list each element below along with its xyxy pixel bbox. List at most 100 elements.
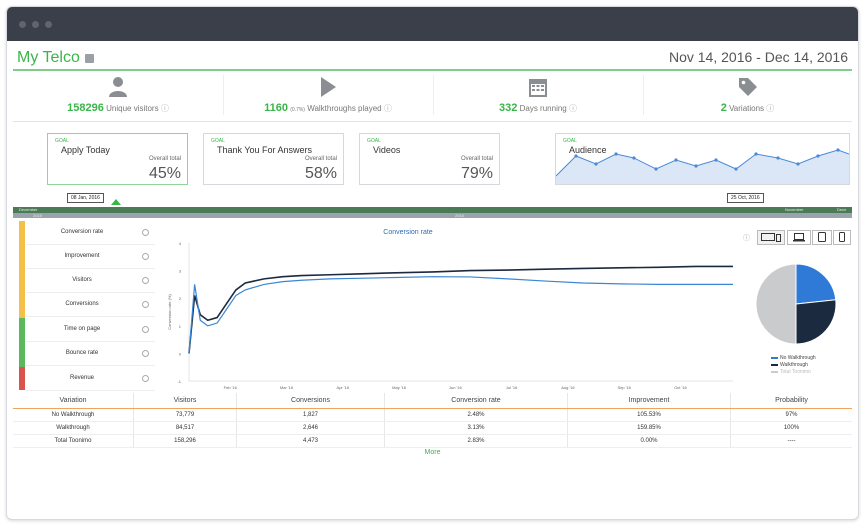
metric-visitors[interactable]: Visitors (26, 269, 155, 293)
variations-table: Variation Visitors Conversions Conversio… (13, 393, 852, 448)
pie-slice-walkthrough[interactable] (795, 299, 837, 345)
timeline-handle-icon[interactable] (111, 199, 121, 205)
table-cell: 97% (730, 408, 852, 422)
timeline-start-flag[interactable]: 08 Jan, 2016 (67, 193, 104, 203)
toggle-tablet[interactable] (812, 230, 832, 245)
goal-subtitle: Overall total (148, 156, 181, 162)
timeline-label: 2016 (455, 213, 464, 218)
timeline-label: 2015 (33, 213, 42, 218)
y-tick-label: 4 (179, 241, 182, 246)
stat-value: 158296 (67, 102, 104, 114)
goal-name: Thank You For Answers (217, 145, 313, 155)
phone-icon (839, 232, 845, 243)
pie-legend-total: Total Toonimo (771, 369, 811, 375)
desktop-icon (793, 232, 805, 242)
series-line-no-walkthrough (188, 276, 733, 354)
variation-pie-chart[interactable] (753, 261, 839, 347)
metric-bounce-rate[interactable]: Bounce rate (26, 342, 155, 366)
title-bar (7, 7, 858, 41)
category-roi (19, 367, 25, 390)
column-header: Visitors (133, 393, 237, 409)
timeline-track[interactable] (13, 207, 852, 213)
timeline-end-flag[interactable]: 25 Oct, 2016 (727, 193, 764, 203)
date-range[interactable]: Nov 14, 2016 - Dec 14, 2016 (668, 49, 848, 65)
goal-card-apply-today[interactable]: GOAL Apply Today Overall total 45% (47, 133, 188, 185)
table-row[interactable]: Walkthrough 84,517 2,646 3.13% 159.85% 100% (13, 421, 852, 435)
goal-value: 45% (148, 165, 181, 182)
timeline-scrubber[interactable]: December 2015 2016 November Dece (13, 205, 852, 219)
category-engagement (19, 318, 25, 367)
goal-card-audience[interactable]: GOAL Audience (555, 133, 850, 185)
timeline-label: November (785, 207, 804, 212)
metric-revenue[interactable]: Revenue (26, 367, 155, 391)
table-cell: 100% (730, 421, 852, 435)
conversion-line-chart[interactable]: 4 3 2 1 0 -1 Conversion rate (%) Feb '16 Mar '16… (161, 235, 741, 395)
column-header: Improvement (567, 393, 731, 409)
info-icon[interactable]: ⓘ (383, 104, 392, 113)
info-icon[interactable] (142, 229, 149, 236)
stat-unique-visitors: 158296 Unique visitors ⓘ (13, 71, 223, 121)
goal-tag: GOAL (367, 138, 381, 144)
stat-label: Unique visitors (106, 104, 159, 113)
table-cell: 2,646 (236, 421, 385, 435)
window-dot-close[interactable] (19, 21, 26, 28)
info-icon[interactable] (142, 375, 149, 382)
table-cell: 1,827 (236, 408, 385, 422)
metric-time-on-page[interactable]: Time on page (26, 318, 155, 342)
info-icon[interactable]: ⓘ (160, 104, 169, 113)
metric-conversion-rate[interactable]: Conversion rate (26, 221, 155, 245)
table-cell: 105.53% (567, 408, 731, 422)
stat-value: 2 (720, 102, 727, 114)
info-icon[interactable] (142, 326, 149, 333)
x-tick-label: May '16 (392, 385, 407, 390)
table-row[interactable]: Total Toonimo 158,296 4,473 2.83% 0.00% ---- (13, 434, 852, 448)
stat-label: Variations (729, 104, 765, 113)
table-cell: 2.48% (384, 408, 568, 422)
table-cell: 4,473 (236, 434, 385, 448)
toggle-phone[interactable] (833, 230, 851, 245)
x-tick-label: Jul '16 (506, 385, 518, 390)
toggle-all-devices[interactable] (757, 230, 785, 245)
stat-value: 1160 (264, 102, 288, 114)
stat-variations: 2 Variations ⓘ (643, 71, 852, 121)
goal-card-thank-you[interactable]: GOAL Thank You For Answers Overall total… (203, 133, 344, 185)
desktop-mobile-icon (761, 232, 781, 242)
more-link[interactable]: More (424, 449, 441, 456)
x-tick-label: Aug '16 (561, 385, 575, 390)
info-icon[interactable] (142, 350, 149, 357)
info-icon[interactable]: ⓘ (743, 235, 750, 242)
pie-slice-total-toonimo[interactable] (755, 263, 797, 345)
goal-card-videos[interactable]: GOAL Videos Overall total 79% (359, 133, 500, 185)
table-cell: 159.85% (567, 421, 731, 435)
page-header: My Telco Nov 14, 2016 - Dec 14, 2016 (7, 41, 858, 73)
stat-days-running: 332 Days running ⓘ (433, 71, 643, 121)
goal-value: 58% (304, 165, 337, 182)
metric-improvement[interactable]: Improvement (26, 245, 155, 269)
toggle-desktop[interactable] (787, 230, 811, 245)
metric-conversions[interactable]: Conversions (26, 293, 155, 317)
category-conversion (19, 221, 25, 318)
browser-window: My Telco Nov 14, 2016 - Dec 14, 2016 158… (6, 6, 859, 520)
column-header: Variation (13, 393, 134, 409)
info-icon[interactable] (142, 277, 149, 284)
window-dot-minimize[interactable] (32, 21, 39, 28)
info-icon[interactable] (142, 301, 149, 308)
goal-name: Videos (373, 145, 401, 155)
stat-label: Walkthroughs played (307, 104, 382, 113)
table-row[interactable]: No Walkthrough 73,779 1,827 2.48% 105.53% 97% (13, 408, 852, 422)
external-link-icon[interactable] (85, 54, 94, 63)
pie-slice-no-walkthrough[interactable] (795, 263, 837, 305)
goal-subtitle: Overall total (304, 156, 337, 162)
window-dot-maximize[interactable] (45, 21, 52, 28)
table-cell: 3.13% (384, 421, 568, 435)
info-icon[interactable] (142, 253, 149, 260)
analytics-main: Conversion rate Improvement Visitors Con… (13, 221, 852, 392)
stat-label: Days running (519, 104, 567, 113)
goal-value: 79% (460, 165, 493, 182)
pie-legend-no-walkthrough: No Walkthrough (771, 355, 816, 361)
table-cell: 158,296 (133, 434, 237, 448)
info-icon[interactable]: ⓘ (568, 104, 577, 113)
divider (433, 75, 434, 115)
info-icon[interactable]: ⓘ (766, 104, 775, 113)
x-tick-label: Feb '16 (224, 385, 238, 390)
